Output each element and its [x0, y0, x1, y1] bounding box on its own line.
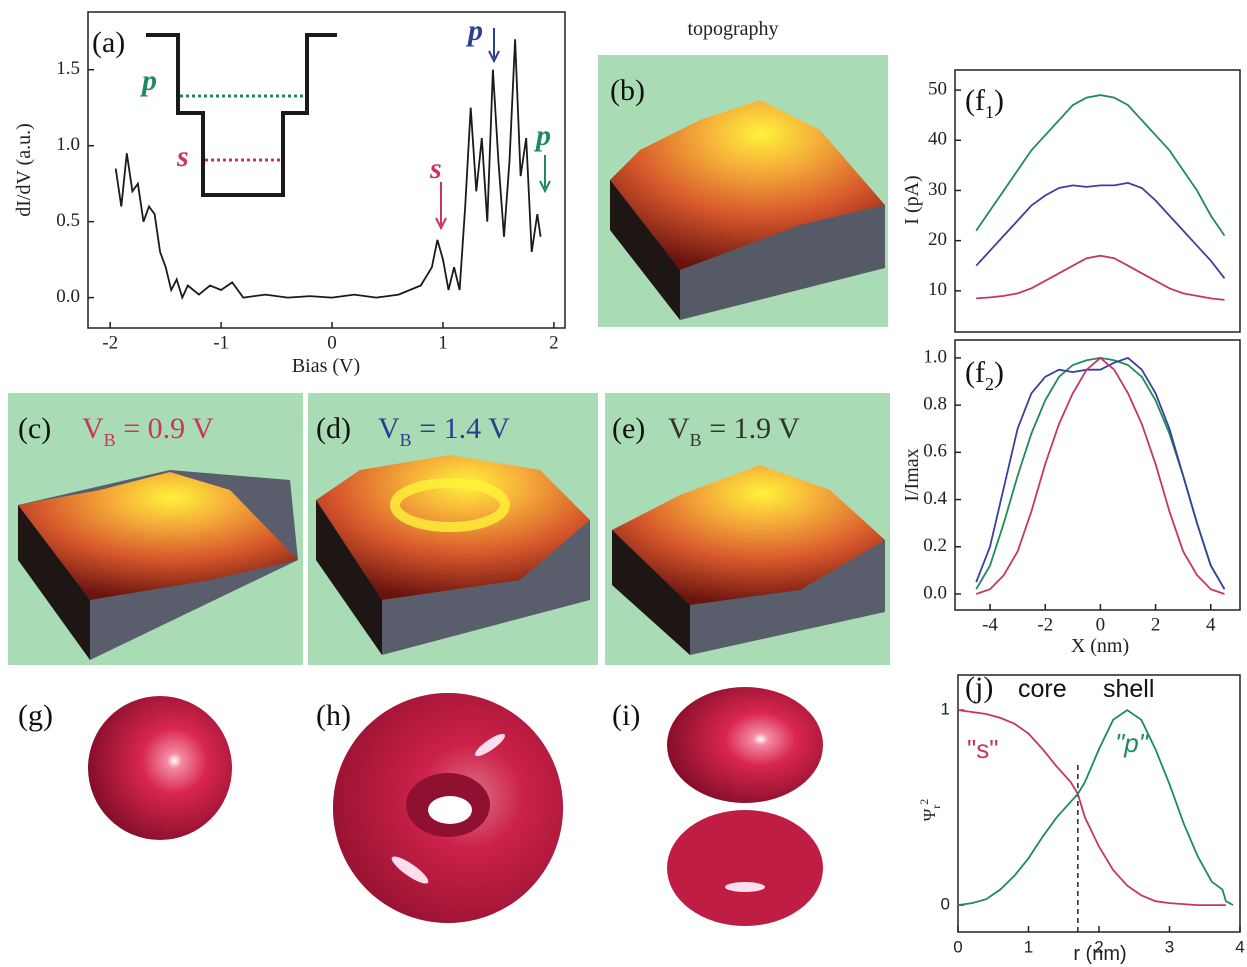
data-line	[976, 256, 1224, 300]
y-tick-label: 0.8	[923, 393, 947, 414]
panel-d: (d) VB = 1.4 V	[308, 393, 598, 665]
figure: (b) topography (c) VB = 0.9 V (d) VB = 1…	[0, 0, 1247, 967]
panel-label: (d)	[316, 412, 351, 445]
annotation: core	[1018, 675, 1067, 703]
x-tick-label: 0	[953, 937, 962, 956]
panel-label: (f2)	[965, 356, 1004, 394]
annotation: p	[465, 14, 483, 47]
y-tick-label: 0.0	[56, 286, 80, 307]
y-tick-label: 0.6	[923, 441, 947, 462]
y-tick-label: 0.2	[923, 535, 947, 556]
x-tick-label: -2	[1037, 614, 1053, 635]
x-tick-label: 4	[1235, 937, 1244, 956]
y-tick-label: 20	[928, 229, 947, 250]
panel-label: (f1)	[965, 84, 1004, 122]
y-tick-label: 1.0	[56, 134, 80, 155]
y-axis-label: dI/dV (a.u.)	[13, 123, 35, 217]
panel-c: (c) VB = 0.9 V	[8, 393, 303, 665]
data-line	[976, 358, 1224, 589]
plot-frame	[958, 675, 1240, 932]
panel-label: (g)	[18, 699, 53, 732]
data-line	[976, 358, 1224, 589]
annotation: s	[429, 152, 442, 185]
panel-condition: VB = 0.9 V	[82, 412, 214, 450]
y-axis-label: Ψr2	[917, 799, 943, 822]
annotation: p	[533, 119, 551, 152]
y-tick-label: 1	[941, 700, 950, 719]
annotation: "s"	[967, 734, 998, 764]
y-tick-label: 0	[941, 895, 950, 914]
x-tick-label: -2	[102, 332, 118, 353]
y-tick-label: 1.5	[56, 58, 80, 79]
panel-label: (e)	[612, 412, 645, 445]
panel-condition: VB = 1.9 V	[668, 412, 800, 450]
x-tick-label: 2	[549, 332, 559, 353]
y-axis-label: I (pA)	[901, 175, 923, 224]
chart-a: (a) Bias (V) dI/dV (a.u.) p s s p p	[13, 14, 551, 377]
panel-label: (i)	[612, 699, 640, 732]
x-tick-label: 2	[1094, 937, 1103, 956]
x-tick-label: 0	[327, 332, 337, 353]
annotation: s	[176, 140, 189, 173]
y-tick-label: 10	[928, 279, 947, 300]
data-line	[976, 358, 1224, 594]
x-axis-label: X (nm)	[1071, 635, 1129, 657]
y-tick-label: 40	[928, 129, 947, 150]
y-tick-label: 0.5	[56, 210, 80, 231]
panel-i: (i)	[612, 687, 823, 926]
annotation: "p"	[1115, 728, 1150, 758]
annotation: p	[139, 64, 157, 97]
x-tick-label: 1	[438, 332, 448, 353]
panel-e: (e) VB = 1.9 V	[605, 393, 890, 665]
x-tick-label: 3	[1165, 937, 1174, 956]
y-axis-label: I/Imax	[901, 448, 923, 501]
panel-label: (c)	[18, 412, 51, 445]
x-tick-label: 0	[1096, 614, 1106, 635]
panel-title: topography	[687, 18, 778, 40]
panel-label: (a)	[92, 26, 125, 59]
y-tick-label: 30	[928, 179, 947, 200]
x-tick-label: -1	[213, 332, 229, 353]
panel-g: (g)	[18, 696, 232, 840]
x-tick-label: 2	[1151, 614, 1161, 635]
panel-label: (j)	[965, 671, 993, 704]
level-diagram	[146, 35, 337, 195]
data-line	[958, 710, 1233, 905]
y-tick-label: 50	[928, 78, 947, 99]
y-tick-label: 0.0	[923, 582, 947, 603]
x-tick-label: 4	[1206, 614, 1216, 635]
y-tick-label: 0.4	[923, 488, 947, 509]
panel-b: (b) topography	[598, 18, 888, 327]
panel-label: (h)	[316, 699, 351, 732]
panel-h: (h)	[316, 693, 563, 923]
x-tick-label: 1	[1024, 937, 1033, 956]
annotation: shell	[1103, 675, 1154, 703]
data-line	[976, 95, 1224, 236]
x-tick-label: -4	[982, 614, 998, 635]
data-line	[976, 183, 1224, 278]
y-tick-label: 1.0	[923, 346, 947, 367]
x-axis-label: Bias (V)	[292, 355, 360, 377]
panel-label: (b)	[610, 74, 645, 107]
panel-condition: VB = 1.4 V	[378, 412, 510, 450]
